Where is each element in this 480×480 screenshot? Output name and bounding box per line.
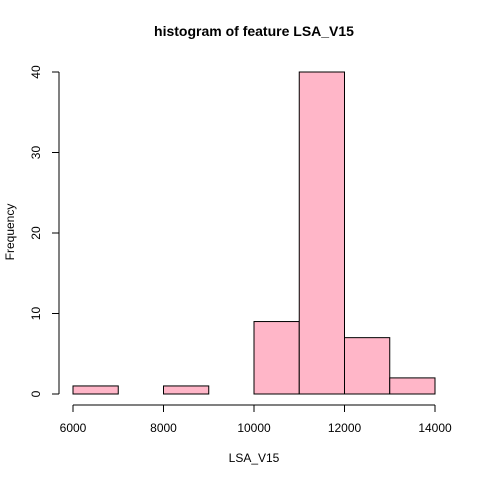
histogram-bar xyxy=(344,337,391,395)
x-tick-label: 14000 xyxy=(418,421,452,435)
y-tick-label: 20 xyxy=(29,226,43,240)
bars-group xyxy=(72,71,436,395)
y-axis-label: Frequency xyxy=(3,204,17,261)
y-tick-label: 10 xyxy=(29,307,43,321)
y-tick-label: 40 xyxy=(29,65,43,79)
histogram-bar xyxy=(389,377,436,395)
y-tick-label: 30 xyxy=(29,146,43,160)
chart-title: histogram of feature LSA_V15 xyxy=(154,23,354,39)
x-tick-label: 6000 xyxy=(60,421,87,435)
histogram-bar xyxy=(298,71,345,395)
x-tick-label: 8000 xyxy=(150,421,177,435)
x-axis: 6000 8000 10000 12000 14000 xyxy=(60,404,452,435)
y-axis: 0 10 20 30 40 xyxy=(29,65,60,397)
histogram-bar xyxy=(72,385,119,395)
x-axis-label: LSA_V15 xyxy=(229,451,280,465)
y-tick-label: 0 xyxy=(29,390,43,397)
x-tick-label: 10000 xyxy=(237,421,271,435)
histogram-bar xyxy=(253,321,300,395)
x-tick-label: 12000 xyxy=(328,421,362,435)
histogram-bar xyxy=(163,385,210,395)
